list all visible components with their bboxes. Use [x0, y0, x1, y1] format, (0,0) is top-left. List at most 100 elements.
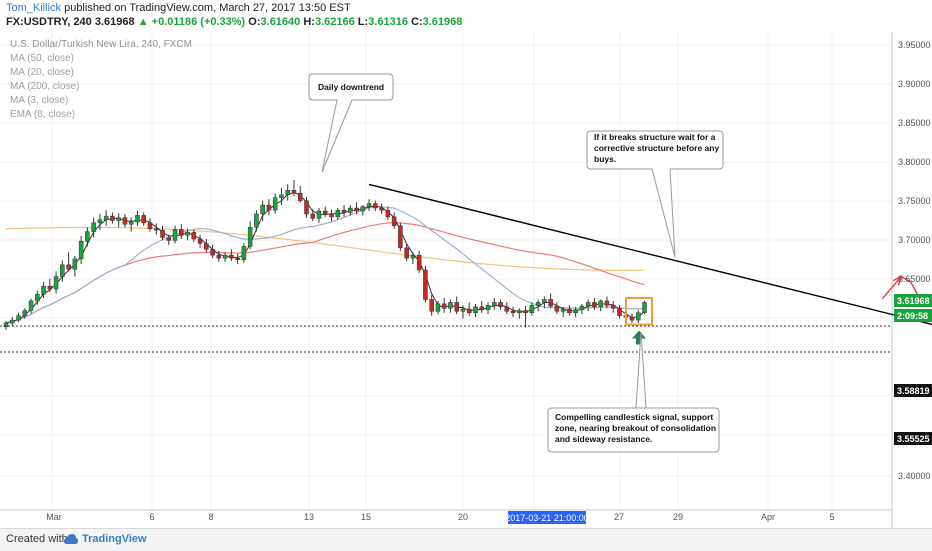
candle-body-22: [141, 215, 146, 224]
price-label-2: 3.58819: [897, 386, 930, 396]
y-tick-4: 3.75000: [898, 196, 931, 206]
callouts: Daily downtrend If it breaks structure w…: [308, 73, 724, 453]
candle-89: [560, 306, 566, 318]
legend-ma3[interactable]: MA (3, close): [10, 95, 68, 106]
candle-body-61: [385, 209, 391, 218]
candle-body-34: [216, 254, 222, 259]
candle-28: [179, 224, 184, 239]
candle-47: [297, 185, 303, 203]
candle-body-86: [542, 299, 547, 303]
tradingview-cloud-icon: [64, 534, 78, 544]
open-value: 3.61640: [260, 16, 301, 28]
candle-body-6: [41, 285, 46, 295]
candle-3: [22, 308, 28, 319]
candle-body-53: [335, 209, 341, 218]
x-tick-3: 13: [304, 512, 314, 522]
candle-43: [272, 193, 278, 214]
candle-body-56: [354, 207, 359, 212]
price-label-bg-1: [894, 309, 932, 322]
x-tick-0: Mar: [46, 512, 62, 522]
candle-body-15: [97, 219, 103, 224]
downtrend-line: [368, 183, 932, 326]
candle-body-96: [604, 300, 610, 306]
footer: Created with TradingView: [0, 528, 932, 551]
candle-97: [610, 300, 616, 313]
candle-body-46: [291, 190, 297, 194]
legend-ema8[interactable]: EMA (8, close): [10, 109, 75, 120]
candle-88: [554, 302, 560, 315]
candle-body-16: [103, 215, 109, 221]
callout-breaks-structure[interactable]: If it breaks structure wait for a correc…: [586, 130, 724, 258]
candle-68: [429, 295, 434, 316]
price-label-bg-3: [894, 432, 932, 445]
candle-58: [366, 199, 372, 211]
candle-body-10: [66, 264, 71, 270]
candle-body-94: [592, 302, 597, 308]
author-link[interactable]: Tom_Killick: [6, 2, 62, 14]
symbol-label[interactable]: FX:USDTRY, 240: [6, 16, 92, 28]
candle-body-18: [116, 217, 121, 221]
price-change: +0.01186 (+0.33%): [151, 16, 246, 28]
candle-body-51: [323, 210, 328, 215]
y-tick-5: 3.70000: [898, 235, 931, 245]
candle-10: [66, 252, 71, 272]
candle-body-73: [460, 308, 466, 312]
callout-candlestick-signal[interactable]: Compelling candlestick signal, support z…: [547, 331, 720, 453]
candle-body-101: [636, 312, 641, 321]
candle-71: [448, 299, 453, 313]
candle-body-84: [529, 305, 535, 313]
candle-body-33: [210, 249, 215, 256]
candle-body-24: [153, 228, 159, 231]
candle-body-80: [504, 306, 510, 312]
candle-59: [373, 200, 378, 211]
callout-daily-text: Daily downtrend: [318, 82, 384, 92]
candle-body-66: [416, 254, 422, 271]
candle-body-77: [485, 305, 491, 311]
candle-21: [135, 210, 140, 226]
candle-93: [585, 299, 591, 312]
price-label-bg-2: [894, 384, 932, 397]
legend-ma20[interactable]: MA (20, close): [10, 67, 74, 78]
callout-signal-text-3: and sideway resistance.: [555, 434, 652, 444]
x-tick-5: 20: [458, 512, 468, 522]
price-chart[interactable]: U.S. Dollar/Turkish New Lira, 240, FXCM …: [0, 32, 932, 528]
candle-body-79: [498, 302, 503, 308]
y-tick-0: 3.95000: [898, 40, 931, 50]
candle-body-92: [579, 305, 585, 311]
tradingview-brand[interactable]: TradingView: [82, 533, 147, 545]
x-tick-4: 15: [361, 512, 371, 522]
candle-body-45: [285, 190, 290, 195]
candle-body-44: [279, 194, 284, 198]
legend-ma200[interactable]: MA (200, close): [10, 81, 79, 92]
candle-81: [510, 306, 516, 318]
candle-body-37: [235, 257, 240, 260]
candle-98: [617, 305, 622, 319]
candle-78: [492, 297, 497, 310]
open-label: O:: [248, 16, 261, 28]
candle-body-85: [535, 302, 541, 306]
candle-body-64: [404, 247, 409, 259]
close-label: C:: [411, 16, 423, 28]
candle-33: [210, 244, 215, 259]
price-label-0: 3.61968: [897, 296, 930, 306]
candle-body-59: [373, 203, 378, 209]
candle-body-88: [554, 305, 560, 312]
candle-body-8: [53, 276, 59, 290]
projection-arrowhead-1: [892, 275, 903, 286]
callout-daily-downtrend[interactable]: Daily downtrend: [308, 73, 394, 173]
candle-body-65: [410, 254, 416, 259]
candle-100: [629, 313, 635, 324]
candles: [3, 180, 647, 330]
candle-46: [291, 180, 297, 197]
candle-45: [285, 184, 290, 201]
legend-ma50[interactable]: MA (50, close): [10, 53, 74, 64]
candle-62: [391, 212, 397, 229]
candle-body-89: [560, 308, 566, 312]
publish-info: Tom_Killick published on TradingView.com…: [6, 2, 351, 14]
candle-body-67: [423, 269, 428, 300]
candle-body-20: [128, 221, 134, 225]
candle-body-75: [473, 306, 478, 313]
candle-24: [153, 223, 159, 235]
x-tick-9: 5: [829, 512, 834, 522]
candle-body-55: [348, 207, 353, 213]
